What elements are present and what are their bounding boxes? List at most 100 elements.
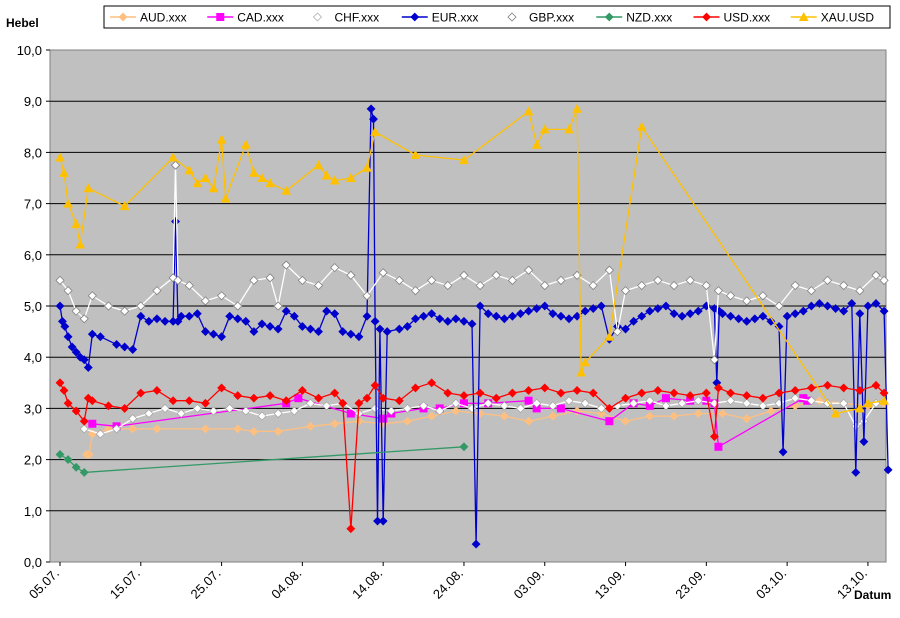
y-tick-label: 5,0 (24, 299, 42, 314)
legend-marker-aud-xxx (118, 12, 128, 22)
data-point-usd-xxx (443, 388, 453, 398)
data-point-gbp-xxx (524, 265, 534, 275)
data-point-chf-xxx (160, 403, 170, 413)
data-point-chf-xxx (435, 406, 445, 416)
data-point-chf-xxx (370, 403, 380, 413)
data-point-xau-usd (168, 152, 178, 162)
data-point-usd-xxx (556, 388, 566, 398)
data-point-xau-usd (329, 175, 340, 185)
series-nzd-xxx (55, 442, 469, 477)
data-point-eur-xxx (653, 304, 663, 313)
data-point-xau-usd (63, 198, 73, 208)
data-point-gbp-xxx (790, 280, 800, 291)
data-point-xau-usd (321, 170, 332, 180)
x-tick-label: 24.08. (430, 566, 466, 602)
data-point-aud-xxx (645, 411, 655, 421)
data-point-eur-xxx (83, 363, 93, 372)
data-point-aud-xxx (201, 424, 210, 434)
data-point-gbp-xxx (55, 275, 65, 285)
data-point-xau-usd (879, 395, 889, 405)
data-point-eur-xxx (467, 319, 477, 329)
data-point-eur-xxx (831, 304, 841, 313)
data-point-eur-xxx (790, 309, 800, 319)
data-point-eur-xxx (491, 311, 501, 321)
data-point-aud-xxx (354, 416, 364, 426)
data-point-eur-xxx (128, 345, 138, 354)
data-point-eur-xxx (580, 306, 590, 316)
data-point-aud-xxx (233, 424, 243, 434)
data-point-eur-xxx (564, 314, 574, 324)
y-tick-label: 2,0 (24, 453, 42, 468)
data-point-chf-xxx (839, 398, 849, 408)
data-point-chf-xxx (451, 398, 461, 408)
x-tick-label: 03.09. (511, 566, 547, 602)
data-point-gbp-xxx (136, 301, 146, 311)
legend-marker-eur-xxx (410, 12, 420, 22)
data-point-eur-xxx (322, 306, 332, 316)
data-point-gbp-xxx (87, 291, 97, 301)
legend: AUD.xxx CAD.xxx CHF.xxx EUR.xxx GBP.xxx NZD.x… (103, 5, 891, 29)
data-point-gbp-xxx (685, 275, 695, 285)
legend-label-cad-xxx: CAD.xxx (237, 11, 284, 25)
data-point-aud-xxx (524, 416, 534, 426)
data-point-aud-xxx (306, 421, 315, 431)
data-point-gbp-xxx (173, 275, 183, 285)
data-point-chf-xxx (580, 398, 590, 408)
data-point-gbp-xxx (330, 263, 340, 273)
data-point-usd-xxx (871, 380, 881, 390)
x-tick-label: 13.09. (591, 566, 627, 602)
data-point-chf-xxx (806, 396, 816, 406)
data-point-gbp-xxx (378, 268, 388, 278)
legend-label-usd-xxx: USD.xxx (724, 11, 771, 25)
data-point-aud-xxx (766, 406, 776, 416)
data-point-eur-xxx (257, 319, 267, 329)
data-point-xau-usd (830, 408, 841, 418)
data-point-usd-xxx (59, 386, 69, 395)
data-point-gbp-xxx (410, 286, 421, 296)
data-point-aud-xxx (548, 411, 558, 421)
legend-label-gbp-xxx: GBP.xxx (529, 11, 574, 25)
data-point-eur-xxx (726, 311, 735, 321)
y-axis: 0,0 1,0 2,0 3,0 4,0 5,0 6,0 7,0 8,0 9,0 10,0 (17, 43, 50, 570)
data-point-usd-xxx (314, 393, 323, 403)
data-point-gbp-xxx (540, 280, 550, 291)
data-point-usd-xxx (524, 386, 534, 395)
data-point-usd-xxx (217, 383, 227, 393)
data-point-xau-usd (216, 134, 227, 144)
data-point-eur-xxx (524, 306, 534, 316)
data-point-gbp-xxx (265, 273, 275, 283)
data-point-eur-xxx (847, 299, 857, 308)
data-point-xau-usd (208, 183, 219, 193)
data-point-eur-xxx (201, 327, 210, 337)
data-point-gbp-xxx (822, 275, 833, 285)
data-point-usd-xxx (806, 383, 816, 393)
data-point-xau-usd (636, 121, 647, 131)
data-point-chf-xxx (95, 429, 105, 439)
data-point-eur-xxx (471, 539, 481, 549)
y-tick-label: 10,0 (17, 43, 42, 58)
data-point-gbp-xxx (443, 280, 453, 291)
data-point-xau-usd (184, 165, 195, 175)
data-point-xau-usd (240, 139, 251, 149)
data-point-gbp-xxx (855, 286, 865, 296)
data-point-eur-xxx (556, 311, 566, 321)
data-point-usd-xxx (281, 396, 291, 406)
data-point-chf-xxx (851, 421, 861, 431)
data-point-eur-xxx (192, 309, 202, 319)
data-point-chf-xxx (661, 401, 671, 411)
data-point-gbp-xxx (233, 301, 243, 311)
data-point-gbp-xxx (491, 270, 501, 280)
data-point-eur-xxx (516, 309, 525, 319)
legend-box (103, 5, 891, 29)
data-point-eur-xxx (621, 324, 630, 334)
data-point-eur-xxx (645, 306, 655, 316)
data-point-eur-xxx (378, 516, 388, 526)
data-point-usd-xxx (79, 416, 89, 426)
data-point-aud-xxx (427, 411, 437, 421)
data-point-nzd-xxx (79, 467, 89, 477)
data-point-aud-xxx (693, 409, 703, 418)
data-point-xau-usd (313, 160, 324, 170)
data-point-eur-xxx (435, 314, 445, 324)
data-point-eur-xxx (402, 322, 412, 331)
data-point-eur-xxx (596, 301, 606, 311)
